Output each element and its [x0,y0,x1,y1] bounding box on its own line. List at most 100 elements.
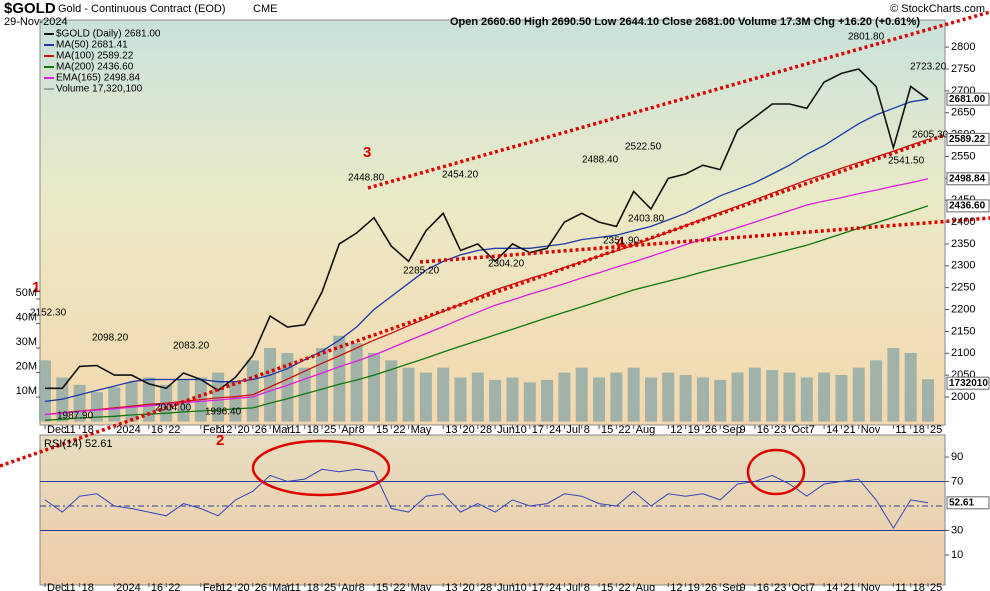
price-annotation: 2152.30 [30,308,67,319]
volume-bar [575,367,588,422]
x-tick-label: Jul [566,582,580,591]
volume-bar [316,348,329,422]
volume-bar [679,375,692,422]
x-tick-label: 13 [445,424,457,436]
x-tick-label: 22 [618,424,630,436]
volume-bar [39,360,51,422]
highlight-circle [251,439,391,497]
price-annotation: 1996.40 [205,407,242,418]
symbol: $GOLD [4,0,56,17]
price-annotation: 2801.80 [848,32,885,43]
price-annotation: 2351.90 [603,236,640,247]
chart-title: Gold - Continuous Contract (EOD) [58,3,226,15]
x-tick-label: 22 [168,424,180,436]
volume-bar [783,372,796,422]
x-tick-label: 26 [255,582,267,591]
x-tick-label: 25 [930,424,942,436]
x-tick-label: 2024 [116,582,140,591]
value-tag-label: 2436.60 [949,201,986,212]
x-tick-label: 28 [480,424,492,436]
x-tick-label: Sep [722,424,742,436]
x-tick-label: 18 [307,424,319,436]
volume-bar [454,377,467,422]
volume-bar [298,367,311,422]
x-tick-label: 23 [774,582,786,591]
x-tick-label: 18 [913,582,925,591]
rsi-tick-label: 90 [951,451,963,463]
wave-label: 4 [616,234,625,251]
volume-bar [264,348,277,422]
price-annotation: 2004.00 [155,403,192,414]
x-tick-label: 14 [826,424,838,436]
x-tick-label: 10 [514,424,526,436]
volume-bar [558,372,571,422]
volume-bar [437,367,450,422]
y-tick-label: 2650 [951,107,975,119]
volume-bar [108,387,121,422]
volume-bar [541,379,554,422]
x-tick-label: May [411,582,432,591]
x-tick-label: Mar [272,424,291,436]
volume-bar [367,352,380,422]
x-tick-label: 25 [324,424,336,436]
credit: © StockCharts.com [890,3,985,15]
volume-bar [419,372,432,422]
x-tick-label: 20 [237,582,249,591]
x-tick-label: 15 [601,424,613,436]
x-tick-label: 17 [532,582,544,591]
x-tick-label: 11 [64,582,75,591]
x-tick-label: 22 [393,582,405,591]
price-annotation: 2083.20 [173,341,210,352]
value-tag-label: 2589.22 [949,134,986,145]
y2-tick-label: 40M [16,311,37,323]
volume-bar [714,379,727,422]
volume-bar [350,343,363,422]
wave-label: 1 [32,279,40,296]
highlight-circle [746,448,806,496]
volume-bar [696,377,709,422]
volume-bar [870,360,883,422]
value-tag-label: 1732010 [949,378,988,389]
volume-bar [523,382,536,422]
date: 29-Nov-2024 [4,16,68,28]
y-tick-label: 2400 [951,216,975,228]
x-tick-label: 15 [376,424,388,436]
price-annotation: 1987.90 [57,411,94,422]
x-tick-label: 23 [774,424,786,436]
legend-entry: EMA(165) 2498.84 [56,73,140,84]
x-tick-label: Mar [272,582,291,591]
x-tick-label: Apr [341,424,358,436]
volume-bar [818,372,831,422]
price-annotation: 2522.50 [625,142,662,153]
x-tick-label: Oct [791,424,808,436]
x-tick-label: Apr [341,582,358,591]
x-tick-label: Dec [47,582,67,591]
x-tick-label: Nov [861,424,881,436]
x-tick-label: 19 [688,582,700,591]
rsi-label: RSI(14) 52.61 [44,438,112,450]
price-annotation: 2098.20 [92,333,129,344]
price-annotation: 2723.20 [910,62,947,73]
x-tick-label: 8 [584,424,590,436]
price-annotation: 2605.30 [912,130,949,141]
price-panel [39,19,946,426]
x-tick-label: 11 [895,582,906,591]
x-tick-label: 26 [705,424,717,436]
y-tick-label: 2350 [951,238,975,250]
x-tick-label: 7 [809,424,815,436]
y-tick-label: 2800 [951,41,975,53]
x-tick-label: 16 [757,424,769,436]
volume-bar [142,377,155,422]
x-tick-label: 8 [584,582,590,591]
x-tick-label: Aug [636,582,656,591]
x-tick-label: 11 [289,582,300,591]
x-tick-label: 8 [359,424,365,436]
x-tick-label: 8 [359,582,365,591]
x-tick-label: 16 [151,582,163,591]
price-annotation: 2304.20 [488,259,525,270]
x-tick-label: 22 [168,582,180,591]
volume-bar [593,377,606,422]
legend-entry: Volume 17,320,100 [56,84,143,95]
value-tag-label: 52.61 [949,497,974,508]
volume-bar [385,360,398,422]
